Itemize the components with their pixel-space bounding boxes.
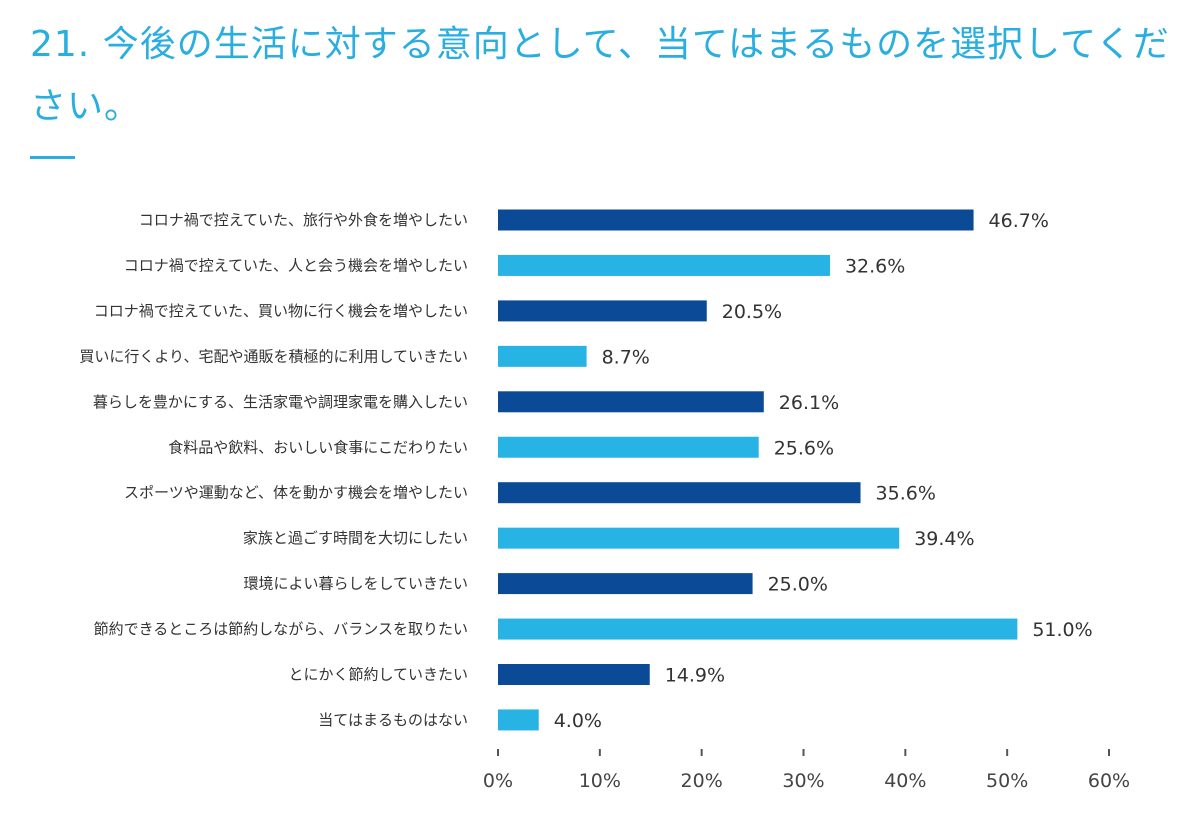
value-label: 25.6%: [774, 437, 834, 459]
value-label: 51.0%: [1032, 619, 1092, 641]
value-label: 25.0%: [768, 574, 828, 596]
bar: [498, 391, 764, 413]
bar: [498, 664, 650, 685]
category-label: とにかく節約していきたい: [288, 666, 468, 684]
category-label: 暮らしを豊かにする、生活家電や調理家電を購入したい: [93, 393, 468, 411]
bar: [498, 709, 539, 731]
bar: [498, 482, 861, 504]
value-label: 20.5%: [722, 301, 782, 323]
category-label: 節約できるところは節約しながら、バランスを取りたい: [94, 620, 468, 638]
category-label: コロナ禍で控えていた、人と会う機会を増やしたい: [124, 256, 468, 274]
title-underline: [30, 156, 75, 159]
category-label: コロナ禍で控えていた、買い物に行く機会を増やしたい: [94, 302, 468, 320]
category-label: コロナ禍で控えていた、旅行や外食を増やしたい: [139, 211, 468, 229]
category-label: 環境によい暮らしをしていきたい: [243, 575, 468, 593]
value-label: 14.9%: [665, 665, 725, 687]
category-label: 家族と過ごす時間を大切にしたい: [243, 529, 468, 547]
value-label: 4.0%: [554, 710, 602, 732]
x-tick-label: 20%: [681, 770, 723, 792]
value-label: 46.7%: [989, 210, 1049, 232]
x-tick-label: 0%: [483, 770, 513, 792]
x-tick-label: 10%: [579, 770, 621, 792]
x-tick-label: 40%: [884, 770, 926, 792]
value-label: 8.7%: [602, 346, 650, 368]
value-label: 35.6%: [876, 483, 936, 505]
bar: [498, 300, 707, 322]
chart-title: 21. 今後の生活に対する意向として、当てはまるものを選択してください。: [30, 24, 1170, 127]
category-label: 食料品や飲料、おいしい食事にこだわりたい: [168, 438, 468, 456]
x-tick-label: 30%: [782, 770, 824, 792]
bar: [498, 618, 1018, 640]
value-label: 26.1%: [779, 392, 839, 414]
bar: [498, 527, 900, 549]
category-label: スポーツや運動など、体を動かす機会を増やしたい: [124, 484, 468, 502]
x-tick-label: 50%: [986, 770, 1028, 792]
bar: [498, 209, 974, 231]
bar: [498, 254, 830, 276]
bar: [498, 345, 587, 367]
category-label: 当てはまるものはない: [318, 711, 468, 729]
value-label: 39.4%: [914, 528, 974, 550]
category-label: 買いに行くより、宅配や通販を積極的に利用していきたい: [79, 347, 468, 365]
value-label: 32.6%: [845, 255, 905, 277]
bar: [498, 436, 759, 458]
bar: [498, 573, 753, 595]
x-tick-label: 60%: [1088, 770, 1130, 792]
